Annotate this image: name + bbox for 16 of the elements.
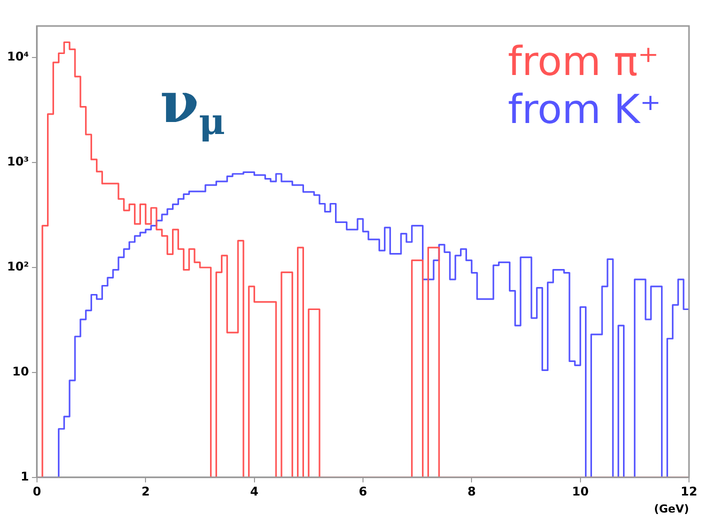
x-tick-label: 6 [358,484,368,499]
x-tick-label: 10 [572,484,589,499]
x-axis-title: (GeV) [654,502,689,516]
annotation: ν$_{μ}$ [160,70,226,144]
y-tick-label: 10³ [6,154,29,169]
x-tick-label: 4 [250,484,258,499]
y-tick-label: 1 [20,470,29,484]
text: from π⁺ [508,38,660,86]
y-tick-label: 10² [6,260,29,274]
y-tick-label: 10⁴ [6,50,29,64]
y-tick-label: 10 [12,364,29,379]
x-tick-label: 8 [467,484,476,499]
text: from K⁺ [508,86,661,134]
x-tick-label: 2 [141,484,150,499]
x-tick-label: 12 [680,484,698,499]
x-tick-label: 0 [32,484,42,499]
